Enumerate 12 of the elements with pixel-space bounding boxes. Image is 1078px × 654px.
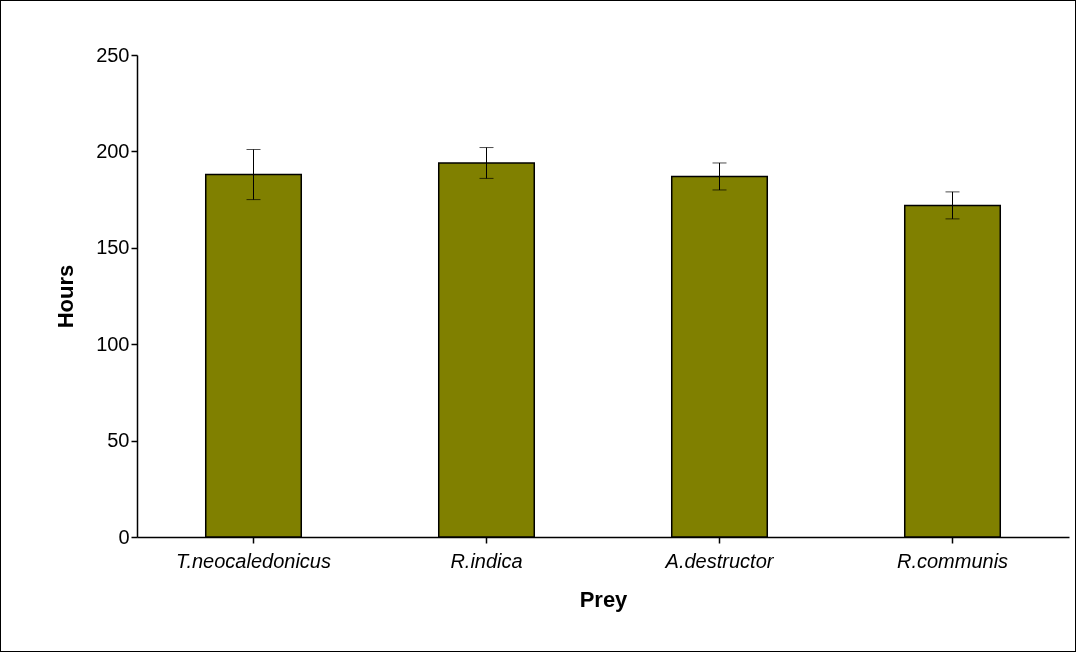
y-axis-title: Hours	[53, 264, 79, 329]
y-tick-label: 200	[96, 139, 130, 162]
y-tick-label: 250	[96, 43, 130, 66]
y-tick-label: 100	[96, 332, 130, 355]
x-axis-title: Prey	[579, 586, 629, 612]
y-tick-label: 0	[118, 525, 130, 548]
y-tick-label: 50	[107, 429, 130, 452]
y-tick-label: 150	[96, 236, 130, 259]
x-tick-label: T.neocaledonicus	[176, 549, 331, 572]
x-tick-label: A.destructor	[664, 549, 775, 572]
x-tick-label: R.communis	[896, 549, 1009, 572]
x-tick-label: R.indica	[450, 549, 523, 572]
